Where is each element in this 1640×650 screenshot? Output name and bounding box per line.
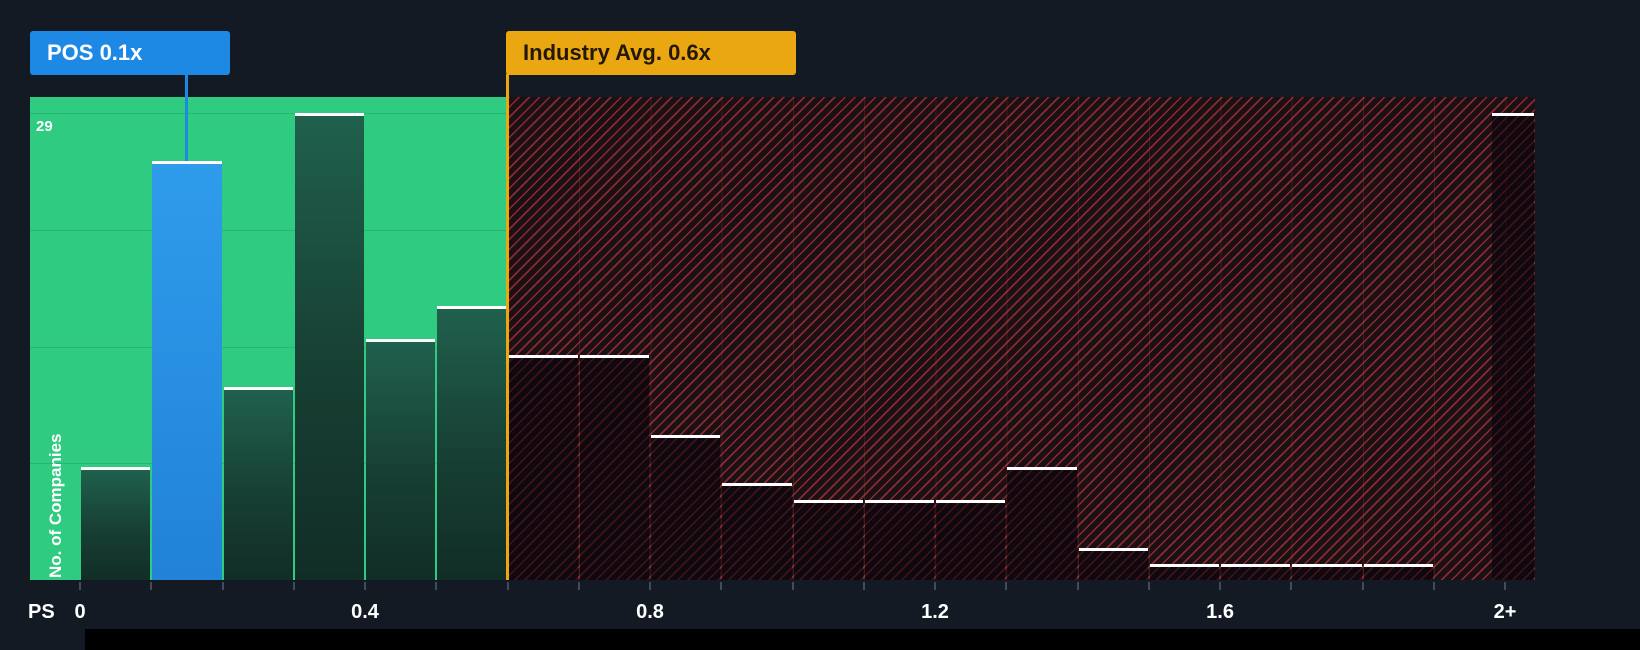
histogram-bar-0[interactable]	[81, 467, 151, 580]
axis-tick-mark	[1219, 582, 1222, 590]
x-tick-label-0-8: 0.8	[636, 601, 664, 623]
axis-tick-mark	[150, 582, 153, 590]
axis-tick-mark	[1361, 582, 1364, 590]
x-tick-label-0-4: 0.4	[351, 601, 379, 623]
histogram-bar-2[interactable]	[223, 386, 293, 580]
gridline	[30, 346, 508, 348]
gridline	[30, 113, 508, 115]
histogram-bar-13[interactable]	[1007, 467, 1077, 580]
company-tooltip: POS 0.1x	[30, 31, 230, 75]
axis-tick-mark	[292, 582, 295, 590]
axis-tick-mark	[435, 582, 438, 590]
histogram-bar-14[interactable]	[1078, 547, 1148, 580]
company-tooltip-label: POS 0.1x	[47, 40, 143, 65]
axis-tick-mark	[862, 582, 865, 590]
axis-tick-mark	[221, 582, 224, 590]
y-axis-title: No. of Companies	[46, 433, 65, 578]
bottom-strip	[85, 629, 1640, 650]
company-marker-line	[185, 75, 189, 162]
axis-tick-mark	[1076, 582, 1079, 590]
x-tick-label-1-2: 1.2	[921, 601, 949, 623]
histogram-bar-20[interactable]	[1491, 113, 1534, 580]
x-tick-label-1-6: 1.6	[1206, 601, 1234, 623]
industry-average-tooltip: Industry Avg. 0.6x	[506, 31, 797, 75]
axis-tick-mark	[577, 582, 580, 590]
histogram-bar-11[interactable]	[864, 499, 935, 580]
axis-tick-mark	[1005, 582, 1008, 590]
industry-average-line	[506, 74, 510, 580]
axis-tick-mark	[1504, 582, 1507, 590]
axis-tick-mark	[1432, 582, 1435, 590]
histogram-bar-16[interactable]	[1221, 563, 1291, 580]
axis-tick-mark	[364, 582, 366, 590]
axis-tick-mark	[506, 582, 509, 590]
histogram-bar-15[interactable]	[1149, 563, 1220, 580]
above-average-hatched-zone	[507, 97, 1535, 580]
histogram-bar-18[interactable]	[1363, 563, 1433, 580]
x-tick-label-0: 0	[74, 601, 86, 623]
axis-tick-mark	[1147, 582, 1150, 590]
histogram-bar-4[interactable]	[366, 338, 436, 580]
gridline	[30, 229, 508, 231]
histogram-bar-10[interactable]	[793, 499, 863, 580]
histogram-bar-6[interactable]	[508, 354, 578, 580]
histogram-bar-5[interactable]	[437, 306, 507, 580]
histogram-bar-7[interactable]	[579, 354, 650, 580]
axis-tick-mark	[79, 582, 81, 590]
company-bar[interactable]	[152, 161, 222, 580]
industry-average-tooltip-label: Industry Avg. 0.6x	[523, 40, 711, 65]
x-tick-label-2plus: 2+	[1493, 601, 1517, 623]
axis-tick-mark	[791, 582, 794, 590]
x-axis-title: PS	[28, 601, 55, 623]
y-axis-max-label: 29	[36, 118, 53, 136]
histogram-bar-3[interactable]	[294, 113, 364, 580]
axis-tick-mark	[720, 582, 723, 590]
histogram-bar-9[interactable]	[722, 483, 792, 580]
histogram-bar-12[interactable]	[936, 499, 1006, 580]
histogram-bar-17[interactable]	[1292, 563, 1362, 580]
axis-tick-mark	[934, 582, 937, 590]
axis-tick-mark	[1290, 582, 1293, 590]
histogram-bar-8[interactable]	[651, 435, 721, 580]
axis-tick-mark	[649, 582, 652, 590]
